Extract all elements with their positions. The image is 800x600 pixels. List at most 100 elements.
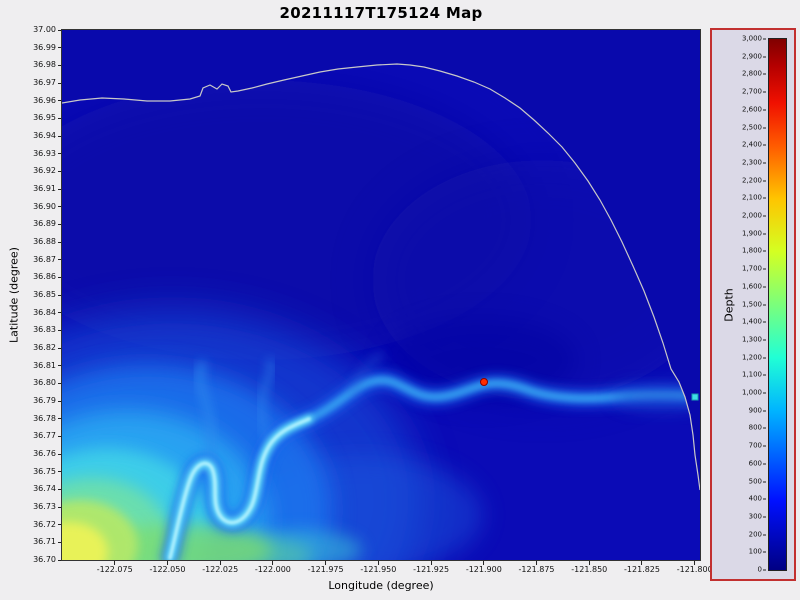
x-tick: -122.000 [255,561,291,574]
colorbar-tick-mark [763,250,766,252]
colorbar-tick-label: 300 [748,512,762,521]
y-tick: 36.92 [33,167,62,175]
colorbar-tick-mark [763,374,766,376]
y-tick: 36.72 [33,519,62,529]
colorbar-tick: 2,700 [741,87,766,96]
y-tick-mark [58,400,62,402]
y-tick-mark [58,64,62,66]
colorbar-tick-mark [763,197,766,199]
colorbar-tick: 1,000 [742,389,766,397]
colorbar-tick-mark [763,321,766,323]
colorbar-tick-label: 2,700 [741,87,762,96]
colorbar-tick: 2,600 [742,106,766,113]
y-tick-mark [58,223,62,225]
y-tick-mark [58,559,62,561]
y-tick-mark [58,135,62,137]
colorbar-tick-label: 3,000 [741,34,762,43]
colorbar-tick: 500 [749,478,766,485]
y-tick: 36.81 [33,361,62,370]
colorbar-tick-label: 700 [748,441,762,450]
y-tick-mark [58,453,62,455]
y-tick-mark [58,259,62,261]
colorbar-tick-mark [763,38,766,40]
y-tick-label: 36.95 [33,113,56,123]
colorbar-tick-label: 1,500 [741,300,762,308]
colorbar-tick-mark [763,516,766,518]
colorbar-tick: 1,300 [742,336,766,343]
colorbar-tick: 2,000 [741,211,766,220]
y-tick: 36.88 [33,238,62,246]
colorbar-tick: 1,100 [742,371,766,379]
y-tick-label: 36.73 [33,502,56,511]
colorbar-tick: 2,900 [742,53,766,60]
y-tick-label: 36.91 [33,184,56,193]
x-axis-label: Longitude (degree) [328,579,434,592]
x-tick-label: -122.050 [149,565,186,574]
x-tick-mark [166,561,168,565]
colorbar-tick-label: 1,700 [741,264,762,273]
y-tick: 36.95 [33,114,62,122]
y-tick-label: 36.90 [33,201,56,211]
x-tick-label: -121.800 [676,565,713,574]
x-tick-label: -121.825 [624,565,660,574]
land-region [62,30,700,490]
y-tick: 36.75 [33,467,62,476]
colorbar-tick-mark [763,109,766,111]
x-tick-mark [272,561,274,565]
x-tick: -122.075 [97,561,133,574]
colorbar-tick: 2,200 [742,177,766,184]
x-tick-label: -122.000 [254,565,291,574]
colorbar-tick: 600 [749,460,766,467]
y-tick-label: 36.72 [33,519,56,529]
colorbar-tick-label: 2,100 [741,193,762,202]
colorbar-tick: 700 [748,441,766,450]
colorbar-tick: 0 [758,566,766,574]
y-tick-mark [58,100,62,102]
y-tick-label: 36.70 [33,555,56,564]
colorbar-tick-mark [763,304,766,305]
y-tick: 36.82 [33,344,62,352]
colorbar-tick-mark [763,268,766,270]
colorbar-tick-mark [763,73,766,75]
colorbar-tick: 300 [749,513,766,520]
colorbar-tick: 1,500 [742,301,766,308]
colorbar-tick-label: 1,600 [741,282,762,291]
colorbar-panel: Depth 3,000 2,900 2,800 2,700 2,600 2,500 2,40… [710,28,796,581]
x-axis: -122.075 -122.050 -122.025 -122.000 -121.975… [62,561,713,579]
y-tick: 36.98 [33,61,62,69]
y-tick-label: 36.87 [33,254,56,264]
y-tick-mark [58,365,62,367]
y-tick: 36.70 [33,556,62,564]
y-tick-mark [58,347,62,349]
y-tick: 36.83 [33,326,62,334]
map-plot [61,29,701,561]
x-tick-mark [588,561,590,565]
node-marker [691,393,699,401]
y-tick: 36.97 [33,79,62,87]
y-tick-mark [58,82,62,84]
y-tick-label: 36.74 [33,484,56,494]
colorbar-strip [768,38,787,571]
x-tick-label: -121.975 [307,565,344,574]
x-tick: -121.850 [571,561,607,574]
y-tick-label: 36.79 [33,396,56,405]
y-tick-mark [58,241,62,243]
colorbar-tick-label: 100 [748,547,762,556]
colorbar-tick-mark [763,445,766,447]
y-tick-mark [58,435,62,437]
colorbar-tick-label: 1,200 [741,353,762,362]
colorbar-tick-label: 900 [748,406,762,415]
y-tick: 36.99 [33,43,62,52]
x-tick: -121.800 [677,561,713,574]
colorbar-tick-mark [763,180,766,182]
y-tick-mark [58,471,62,473]
bathymetry-map-svg [62,30,700,560]
y-tick: 36.74 [33,485,62,493]
colorbar-tick: 2,800 [742,70,766,78]
colorbar-tick-label: 1,800 [741,246,762,255]
colorbar-tick: 2,400 [742,141,766,149]
colorbar-tick-label: 2,200 [741,176,762,185]
y-tick-mark [58,524,62,526]
y-tick: 37.00 [33,26,62,34]
colorbar-tick-label: 2,000 [741,211,762,220]
